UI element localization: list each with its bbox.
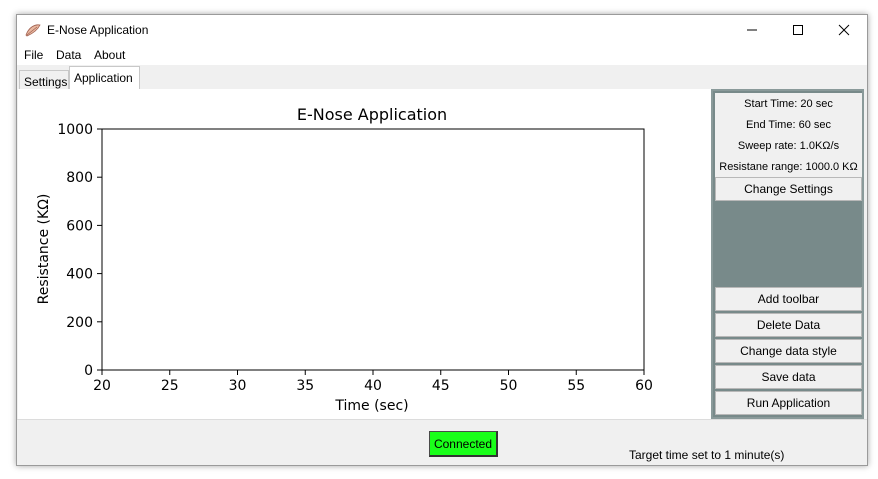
close-icon xyxy=(838,24,850,36)
maximize-button[interactable] xyxy=(775,15,821,45)
x-tick-label: 25 xyxy=(161,378,179,394)
tab-settings[interactable]: Settings xyxy=(19,70,69,89)
menu-file[interactable]: File xyxy=(24,48,44,62)
status-bar: Connected Target time set to 1 minute(s) xyxy=(17,419,867,465)
resistance-chart: E-Nose Application 20 25 30 35 40 45 50 55 60 02… xyxy=(36,105,653,414)
run-application-button[interactable]: Run Application xyxy=(715,391,862,415)
y-axis-ticks: 0 200 400 600 800 1000 xyxy=(57,122,102,379)
status-message: Target time set to 1 minute(s) xyxy=(629,448,785,462)
x-axis-label: Time (sec) xyxy=(334,398,408,414)
tab-application[interactable]: Application xyxy=(69,66,140,89)
sweep-rate-text: Sweep rate: 1.0KΩ/s xyxy=(737,140,840,152)
connection-status-button[interactable]: Connected xyxy=(429,431,498,457)
window-title: E-Nose Application xyxy=(47,23,149,37)
x-tick-label: 50 xyxy=(500,378,518,394)
resistance-range-text: Resistane range: 1000.0 KΩ xyxy=(719,161,858,173)
x-tick-label: 60 xyxy=(635,378,653,394)
feather-app-icon xyxy=(25,24,41,37)
title-bar[interactable]: E-Nose Application xyxy=(17,15,867,45)
start-time-text: Start Time: 20 sec xyxy=(744,98,833,110)
menu-about[interactable]: About xyxy=(94,48,126,62)
x-tick-label: 20 xyxy=(93,378,111,394)
y-tick-label: 200 xyxy=(66,315,93,331)
x-tick-label: 35 xyxy=(296,378,314,394)
y-tick-label: 0 xyxy=(84,363,93,379)
maximize-icon xyxy=(793,25,803,35)
control-panel: Start Time: 20 sec End Time: 60 sec Swee… xyxy=(711,89,864,419)
add-toolbar-button[interactable]: Add toolbar xyxy=(715,287,862,311)
minimize-icon xyxy=(747,29,757,31)
minimize-button[interactable] xyxy=(729,15,775,45)
x-tick-label: 30 xyxy=(229,378,247,394)
application-window: E-Nose Application File Data About Setti… xyxy=(16,14,868,466)
x-tick-label: 55 xyxy=(567,378,585,394)
y-tick-label: 400 xyxy=(66,267,93,283)
chart-title: E-Nose Application xyxy=(297,105,447,124)
close-button[interactable] xyxy=(821,15,867,45)
change-data-style-button[interactable]: Change data style xyxy=(715,339,862,363)
end-time-text: End Time: 60 sec xyxy=(746,119,831,131)
x-tick-label: 45 xyxy=(432,378,450,394)
delete-data-button[interactable]: Delete Data xyxy=(715,313,862,337)
y-tick-label: 1000 xyxy=(57,122,93,138)
y-tick-label: 800 xyxy=(66,170,93,186)
x-tick-label: 40 xyxy=(364,378,382,394)
y-tick-label: 600 xyxy=(66,218,93,234)
settings-info-box: Start Time: 20 sec End Time: 60 sec Swee… xyxy=(715,93,862,177)
save-data-button[interactable]: Save data xyxy=(715,365,862,389)
menu-bar: File Data About xyxy=(17,45,867,65)
change-settings-button[interactable]: Change Settings xyxy=(715,177,862,201)
plot-frame xyxy=(101,128,645,371)
x-axis-ticks: 20 25 30 35 40 45 50 55 60 xyxy=(93,370,653,394)
y-axis-label: Resistance (KΩ) xyxy=(36,194,52,305)
menu-data[interactable]: Data xyxy=(56,48,82,62)
